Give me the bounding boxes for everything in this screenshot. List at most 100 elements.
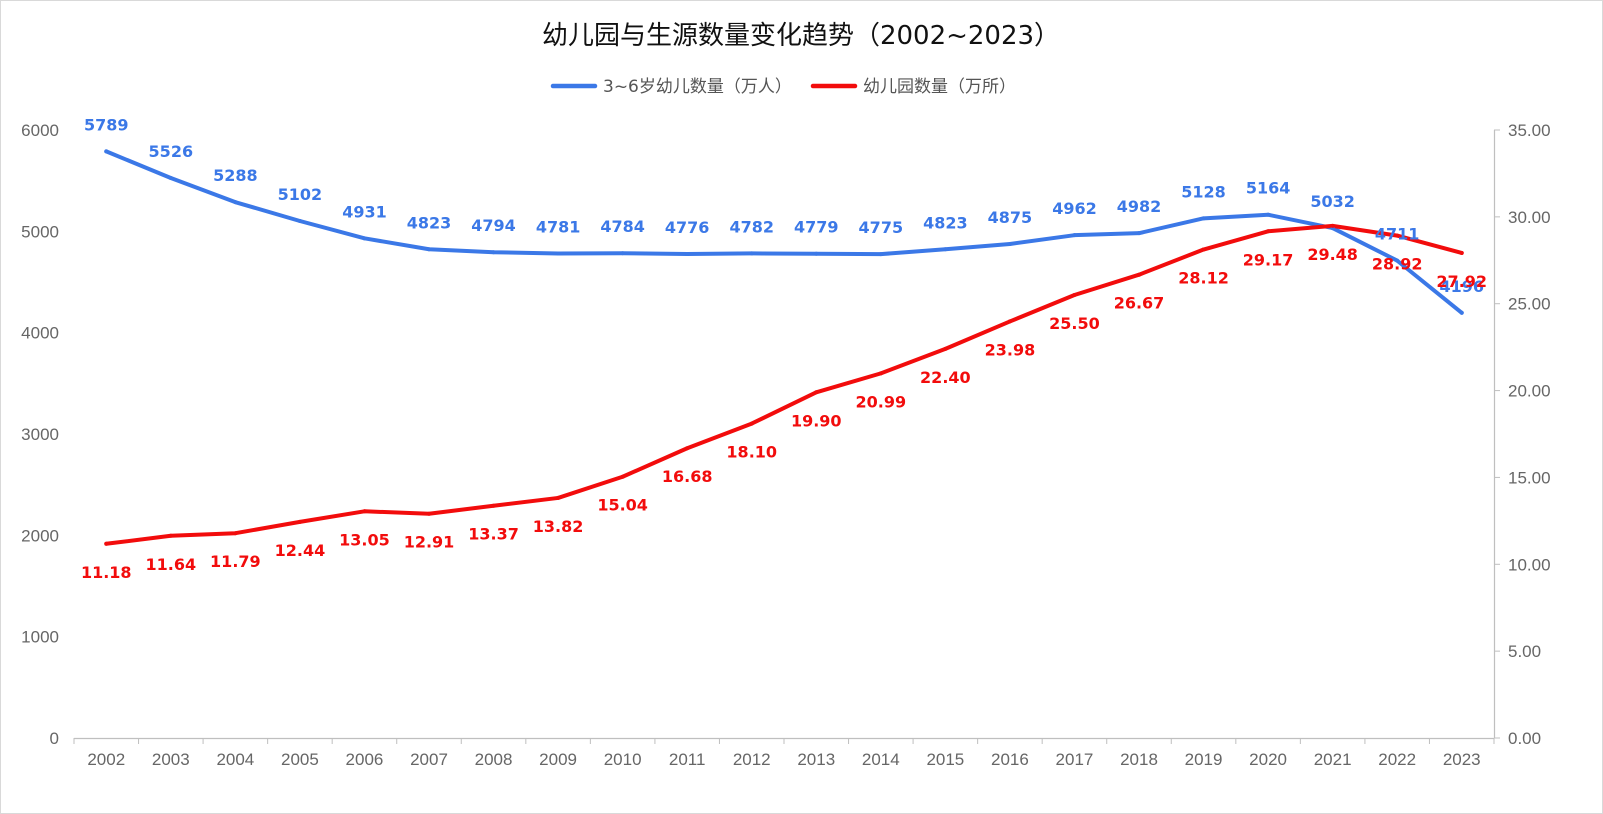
data-point-kindergarten [814, 390, 819, 395]
y-left-tick-label: 5000 [21, 222, 59, 241]
data-point-kindergarten [1330, 223, 1335, 228]
x-tick-label: 2023 [1443, 750, 1481, 769]
x-tick-label: 2008 [475, 750, 513, 769]
data-point-kindergarten [491, 503, 496, 508]
data-point-kindergarten [1459, 250, 1464, 255]
data-label-children: 4784 [600, 217, 645, 236]
data-label-children: 4962 [1052, 199, 1097, 218]
data-label-children: 4931 [342, 202, 387, 221]
x-tick-label: 2022 [1378, 750, 1416, 769]
y-left-tick-label: 1000 [21, 628, 59, 647]
data-point-kindergarten [1072, 293, 1077, 298]
y-right-tick-label: 15.00 [1508, 468, 1551, 487]
data-point-kindergarten [749, 421, 754, 426]
y-left-tick-label: 2000 [21, 526, 59, 545]
data-label-kindergarten: 13.05 [339, 530, 390, 549]
y-right-tick-label: 20.00 [1508, 382, 1551, 401]
data-point-kindergarten [104, 541, 109, 546]
data-point-kindergarten [878, 371, 883, 376]
y-right-tick-label: 30.00 [1508, 208, 1551, 227]
data-label-children: 5526 [149, 142, 194, 161]
x-tick-label: 2016 [991, 750, 1029, 769]
x-tick-label: 2005 [281, 750, 319, 769]
data-label-children: 5164 [1246, 179, 1291, 198]
x-tick-label: 2009 [539, 750, 577, 769]
drop-lines [105, 151, 1463, 738]
data-label-kindergarten: 11.79 [210, 552, 261, 571]
data-point-children [620, 251, 625, 256]
data-label-kindergarten: 29.48 [1307, 245, 1358, 264]
data-point-kindergarten [1201, 247, 1206, 252]
x-tick-label: 2011 [669, 750, 706, 769]
x-tick-label: 2020 [1249, 750, 1287, 769]
legend-label-kindergarten: 幼儿园数量（万所） [863, 77, 1016, 97]
data-label-children: 4779 [794, 218, 839, 237]
y-left-tick-label: 0 [50, 729, 59, 748]
x-tick-label: 2012 [733, 750, 771, 769]
data-label-kindergarten: 28.12 [1178, 269, 1229, 288]
data-point-kindergarten [233, 531, 238, 536]
data-point-children [1459, 310, 1464, 315]
x-tick-label: 2006 [346, 750, 384, 769]
data-label-kindergarten: 29.17 [1243, 250, 1294, 269]
data-label-kindergarten: 12.44 [275, 541, 326, 560]
data-point-children [814, 251, 819, 256]
x-tick-label: 2014 [862, 750, 900, 769]
y-left-tick-label: 4000 [21, 324, 59, 343]
y-right-tick-label: 10.00 [1508, 555, 1551, 574]
data-point-children [943, 247, 948, 252]
x-tick-label: 2010 [604, 750, 642, 769]
data-label-children: 4776 [665, 218, 710, 237]
data-label-kindergarten: 15.04 [597, 496, 648, 515]
data-point-children [878, 252, 883, 257]
x-tick-label: 2003 [152, 750, 190, 769]
x-tick-label: 2015 [926, 750, 964, 769]
x-tick-label: 2013 [797, 750, 835, 769]
data-labels: 5789 5526 5288 5102 4931 4823 4794 4781 4784 4776… [81, 115, 1487, 581]
data-point-kindergarten [1266, 229, 1271, 234]
data-label-children: 4775 [859, 218, 904, 237]
y-right-tick-label: 0.00 [1508, 729, 1541, 748]
data-label-children: 4711 [1375, 225, 1420, 244]
data-point-children [1007, 242, 1012, 246]
data-label-kindergarten: 20.99 [856, 392, 907, 411]
axes: 2002 2003 2004 2005 2006 2007 2008 2009 2010 2011… [21, 121, 1550, 769]
data-point-children [1137, 231, 1141, 236]
data-label-children: 5128 [1181, 182, 1226, 201]
y-right-tick-label: 35.00 [1508, 121, 1551, 140]
data-label-children: 5032 [1310, 192, 1355, 211]
data-label-children: 4982 [1117, 197, 1162, 216]
data-point-kindergarten [1395, 233, 1400, 238]
series-lines [104, 149, 1464, 546]
data-point-children [1395, 258, 1400, 263]
data-label-kindergarten: 12.91 [404, 533, 455, 552]
legend: 3~6岁幼儿数量（万人） 幼儿园数量（万所） [550, 77, 1016, 97]
data-point-children [362, 236, 367, 241]
y-right-tick-label: 5.00 [1508, 642, 1541, 661]
y-right-tick-label: 25.00 [1508, 295, 1551, 314]
data-label-children: 4823 [407, 213, 452, 232]
data-point-kindergarten [685, 446, 690, 451]
data-point-children [1201, 216, 1206, 221]
data-label-children: 5288 [213, 166, 258, 185]
data-point-kindergarten [943, 346, 948, 351]
data-point-children [685, 252, 690, 257]
legend-label-children: 3~6岁幼儿数量（万人） [603, 77, 792, 97]
x-tick-label: 2021 [1314, 750, 1352, 769]
data-point-kindergarten [427, 511, 431, 516]
data-label-kindergarten: 19.90 [791, 411, 842, 430]
data-point-kindergarten [297, 519, 302, 524]
x-tick-label: 2002 [87, 750, 125, 769]
data-label-children: 4196 [1439, 277, 1484, 296]
data-point-children [1072, 233, 1077, 238]
data-label-kindergarten: 18.10 [726, 443, 777, 462]
data-point-kindergarten [168, 533, 173, 538]
data-label-children: 4782 [729, 217, 774, 236]
data-point-kindergarten [1137, 272, 1141, 277]
data-point-children [491, 250, 496, 255]
data-point-kindergarten [1007, 319, 1012, 324]
data-label-kindergarten: 28.92 [1372, 255, 1423, 274]
data-point-children [297, 218, 302, 223]
